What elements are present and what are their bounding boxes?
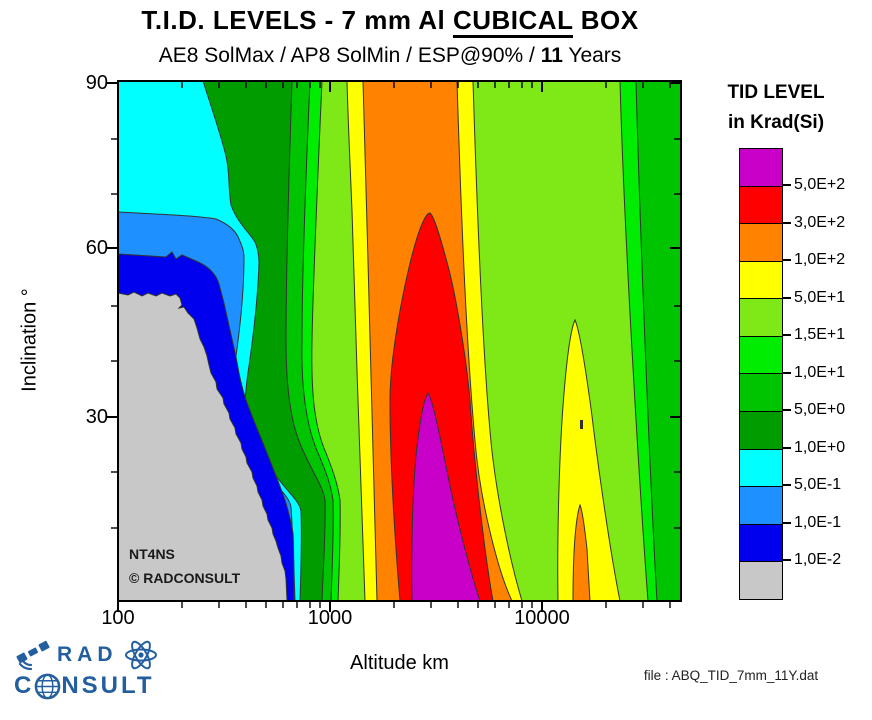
- legend-threshold-label: 1,5E+1: [781, 326, 846, 343]
- legend-band: [740, 561, 782, 599]
- legend-band: [740, 223, 782, 261]
- legend-threshold-label: 5,0E+0: [781, 401, 846, 418]
- globe-icon: [35, 673, 61, 699]
- legend-band: [740, 523, 782, 562]
- legend-band: [740, 335, 782, 374]
- logo-text-nsult: NSULT: [61, 672, 155, 699]
- legend-threshold-label: 5,0E+2: [781, 176, 846, 193]
- annotation-code: NT4NS: [129, 546, 175, 562]
- legend-band: [740, 149, 782, 186]
- plot-frame: [117, 80, 682, 602]
- legend-color-bar: [739, 148, 783, 600]
- file-label: file : ABQ_TID_7mm_11Y.dat: [643, 668, 819, 683]
- contour-lobe-outer-belt-yellow: [557, 318, 621, 601]
- legend-threshold-label: 3,0E+2: [781, 214, 846, 231]
- page-title: T.I.D. LEVELS - 7 mm Al CUBICAL BOX: [70, 5, 710, 38]
- subtitle-years-value: 11: [540, 44, 563, 67]
- legend-band: [740, 486, 782, 524]
- y-tick-60: 60: [85, 237, 108, 259]
- x-tick-10000: 10000: [514, 607, 570, 629]
- x-tick-100: 100: [101, 607, 135, 629]
- legend-band: [740, 411, 782, 449]
- legend-threshold-label: 1,0E+2: [781, 251, 846, 268]
- legend-band: [740, 373, 782, 412]
- x-axis-label: Altitude km: [350, 652, 449, 674]
- y-tick-30: 30: [85, 406, 108, 428]
- legend-band: [740, 298, 782, 336]
- axis-ticks: [107, 81, 681, 612]
- logo-text-c: C: [14, 672, 35, 699]
- legend-threshold-label: 1,0E+1: [781, 364, 846, 381]
- title-part1: T.I.D. LEVELS - 7 mm Al: [141, 5, 453, 35]
- legend-threshold-label: 5,0E-1: [781, 476, 842, 493]
- legend-threshold-label: 1,0E-2: [781, 551, 842, 568]
- legend-band: [740, 260, 782, 299]
- legend-title-line1: TID LEVEL: [727, 82, 825, 103]
- logo-row-2: C NSULT: [14, 672, 194, 700]
- radconsult-logo: RAD C NSULT: [14, 638, 194, 700]
- annotation-copyright: © RADCONSULT: [129, 570, 241, 586]
- subtitle-part1: AE8 SolMax / AP8 SolMin / ESP@90% /: [158, 44, 541, 67]
- subtitle-part3: Years: [562, 44, 622, 67]
- atom-icon: [124, 640, 157, 670]
- title-underlined: CUBICAL: [452, 5, 573, 38]
- legend-title-line2: in Krad(Si): [727, 112, 825, 133]
- x-tick-1000: 1000: [307, 607, 353, 629]
- title-part3: BOX: [573, 5, 639, 35]
- legend-threshold-label: 1,0E-1: [781, 514, 842, 531]
- contour-core-inner-belt-magenta: [411, 392, 481, 601]
- logo-text-rad: RAD: [57, 643, 118, 666]
- contour-band-right-medium-green: [635, 81, 681, 601]
- legend-band: [740, 185, 782, 224]
- contour-core-outer-belt-orange: [572, 503, 591, 601]
- chart-subtitle: AE8 SolMax / AP8 SolMin / ESP@90% / 11 Y…: [70, 44, 710, 68]
- legend-threshold-label: 5,0E+1: [781, 289, 846, 306]
- y-tick-90: 90: [85, 72, 108, 94]
- satellite-icon: [16, 640, 50, 670]
- y-axis-label: Inclination °: [18, 288, 41, 392]
- contour-artifact-dash: [580, 420, 583, 429]
- contour-region-gray-low-dose: [118, 291, 288, 601]
- legend-threshold-label: 1,0E+0: [781, 439, 846, 456]
- legend-band: [740, 448, 782, 487]
- logo-row-1: RAD: [14, 638, 194, 672]
